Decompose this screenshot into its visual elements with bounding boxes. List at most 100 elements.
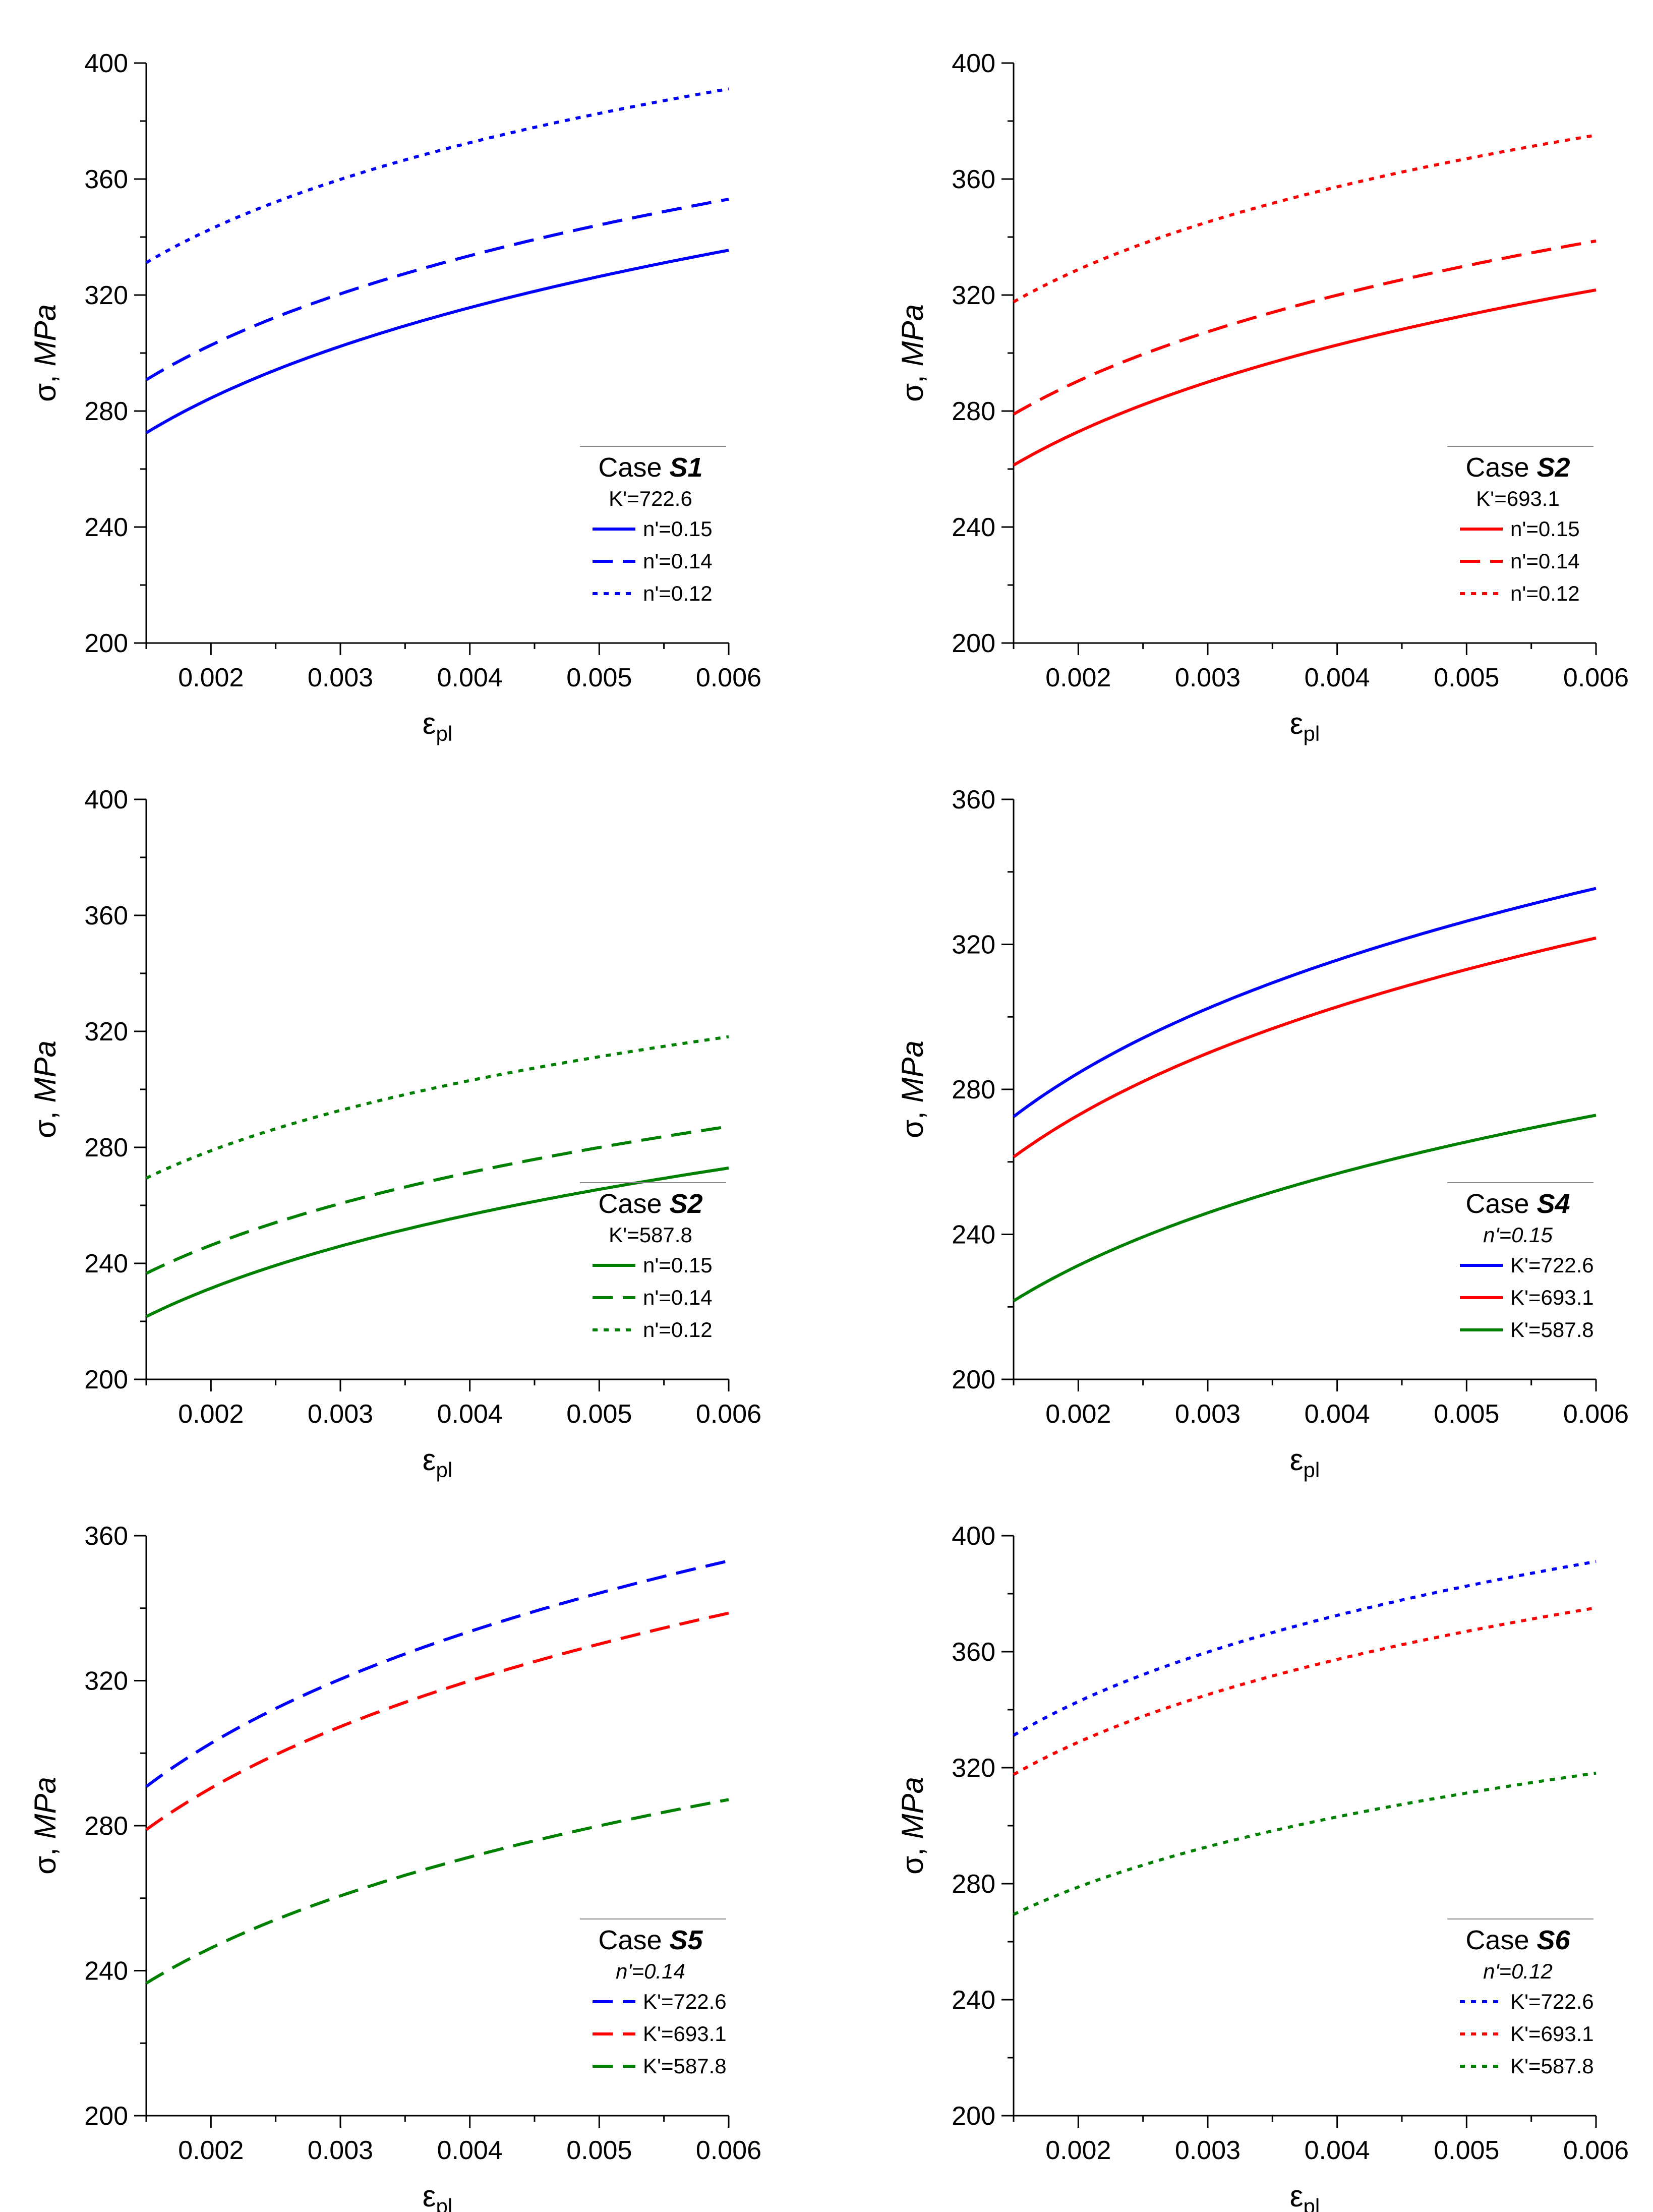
legend-title-case: S5	[670, 1925, 703, 1955]
y-tick-label: 400	[952, 49, 995, 78]
y-axis-label-unit: MPa	[896, 1040, 929, 1102]
x-tick-label: 0.006	[696, 2136, 761, 2165]
x-tick-label: 0.005	[1434, 2136, 1499, 2165]
legend-label-3: K'=587.8	[643, 2054, 727, 2078]
y-axis-label-unit: MPa	[28, 304, 62, 366]
series-line-1	[145, 1167, 729, 1318]
y-tick-label: 240	[952, 1986, 995, 2015]
x-tick-label: 0.003	[1175, 663, 1241, 692]
y-tick-label: 360	[952, 785, 995, 814]
y-axis-label-unit: MPa	[28, 1040, 62, 1102]
legend-title-space	[1529, 1925, 1537, 1955]
legend-label-1: K'=722.6	[1510, 1990, 1594, 2013]
chart-panel-s5: 200 240 280 320 360 0.002 0.003 0.004 0.005 0.006…	[0, 1473, 867, 2212]
x-tick-label: 0.003	[1175, 2136, 1241, 2165]
y-tick-label: 200	[952, 629, 995, 658]
chart-panel-s2-k693: 200 240 280 320 360 400 0.002 0.003 0.004 0.005 0.…	[867, 0, 1653, 745]
y-tick-label: 360	[952, 165, 995, 194]
legend-label-2: n'=0.14	[643, 1286, 713, 1309]
x-tick-label: 0.002	[1045, 2136, 1111, 2165]
chart-svg: 200 240 280 320 360 400 0.002 0.003 0.004 0.005 0.…	[896, 1522, 1629, 2212]
legend-parameter: n'=0.14	[616, 1959, 685, 1983]
legend-label-1: n'=0.15	[643, 517, 713, 541]
x-tick-label: 0.002	[178, 2136, 244, 2165]
x-tick-label: 0.003	[308, 1400, 373, 1429]
y-tick-label: 280	[84, 1133, 128, 1162]
x-tick-label: 0.006	[1563, 1400, 1629, 1429]
chart-panel-s2-k587: 200 240 280 320 360 400 0.002 0.003 0.004 0.005 0.…	[0, 736, 867, 1482]
y-tick-label: 280	[952, 1870, 995, 1899]
legend-parameter: n'=0.12	[1483, 1959, 1553, 1983]
chart-svg: 200 240 280 320 360 0.002 0.003 0.004 0.005 0.006…	[896, 785, 1629, 1482]
legend-title-case: S4	[1537, 1189, 1570, 1219]
legend-title: Case S2	[598, 1189, 702, 1219]
legend-label-1: K'=722.6	[643, 1990, 727, 2013]
x-axis-label-symbol: ε	[423, 707, 436, 740]
y-axis-label: σ, MPa	[28, 304, 62, 402]
legend-label-1: n'=0.15	[643, 1253, 713, 1277]
x-tick-label: 0.002	[1045, 663, 1111, 692]
y-tick-label: 200	[952, 1365, 995, 1394]
chart-svg: 200 240 280 320 360 400 0.002 0.003 0.004 0.005 0.…	[28, 49, 761, 745]
y-tick-label: 320	[952, 281, 995, 310]
legend-title: Case S4	[1465, 1189, 1570, 1219]
y-axis-label-symbol: σ,	[28, 367, 62, 402]
series-line-2	[145, 197, 729, 381]
legend-title: Case S5	[598, 1925, 703, 1955]
y-axis-label-symbol: σ,	[896, 367, 929, 402]
x-axis-label-symbol: ε	[1290, 707, 1304, 740]
x-axis-label-symbol: ε	[423, 2179, 436, 2212]
series-line-2	[1013, 1606, 1597, 1776]
legend-title: Case S2	[1465, 452, 1570, 483]
chart-panel-s1: 200 240 280 320 360 400 0.002 0.003 0.004 0.005 0.…	[0, 0, 867, 745]
legend-title-prefix: Case	[598, 1189, 662, 1219]
legend-title-prefix: Case	[1465, 1189, 1529, 1219]
legend-title-case: S1	[670, 452, 703, 483]
x-tick-label: 0.006	[696, 1400, 761, 1429]
y-tick-label: 280	[84, 1812, 128, 1841]
y-tick-label: 400	[84, 785, 128, 814]
series-line-3	[145, 87, 729, 264]
x-tick-label: 0.005	[566, 2136, 632, 2165]
x-tick-label: 0.004	[437, 663, 503, 692]
legend-title: Case S1	[598, 452, 702, 483]
x-axis-label-subscript: pl	[1304, 1458, 1320, 1482]
series-line-2	[1013, 936, 1597, 1158]
y-axis-label-unit: MPa	[28, 1777, 62, 1839]
y-axis-label-unit: MPa	[896, 1777, 929, 1839]
legend-label-2: K'=693.1	[643, 2022, 727, 2046]
x-axis-label-subscript: pl	[436, 722, 453, 745]
y-tick-label: 240	[84, 1957, 128, 1986]
x-tick-label: 0.006	[1563, 2136, 1629, 2165]
y-tick-label: 320	[84, 1017, 128, 1046]
x-axis-label-subscript: pl	[1304, 722, 1320, 745]
x-tick-label: 0.003	[1175, 1400, 1241, 1429]
y-axis-label-symbol: σ,	[896, 1103, 929, 1138]
legend-title-space	[662, 1189, 669, 1219]
y-axis-label: σ, MPa	[896, 304, 929, 402]
y-axis-label: σ, MPa	[28, 1040, 62, 1138]
legend-label-2: n'=0.14	[643, 549, 713, 573]
chart-svg: 200 240 280 320 360 400 0.002 0.003 0.004 0.005 0.…	[896, 49, 1629, 745]
legend-label-3: K'=587.8	[1510, 1318, 1594, 1342]
x-tick-label: 0.004	[1305, 663, 1370, 692]
x-tick-label: 0.002	[178, 1400, 244, 1429]
y-tick-label: 320	[84, 1667, 128, 1696]
legend-label-2: K'=693.1	[1510, 1286, 1594, 1309]
x-axis-label-symbol: ε	[1290, 2179, 1304, 2212]
legend-label-2: K'=693.1	[1510, 2022, 1594, 2046]
legend-label-1: K'=722.6	[1510, 1253, 1594, 1277]
x-tick-label: 0.004	[437, 2136, 503, 2165]
y-tick-label: 400	[84, 49, 128, 78]
legend-title-space	[1529, 452, 1537, 483]
series-line-3	[145, 1035, 729, 1180]
legend-title-case: S2	[670, 1189, 703, 1219]
y-tick-label: 240	[952, 513, 995, 542]
y-axis-label-symbol: σ,	[896, 1839, 929, 1875]
series-line-1	[1013, 887, 1597, 1118]
legend-parameter: n'=0.15	[1483, 1223, 1553, 1247]
y-tick-label: 360	[84, 901, 128, 930]
series-line-3	[1013, 1114, 1597, 1303]
series-line-1	[1013, 288, 1597, 467]
x-axis-label: εpl	[1290, 2179, 1320, 2212]
